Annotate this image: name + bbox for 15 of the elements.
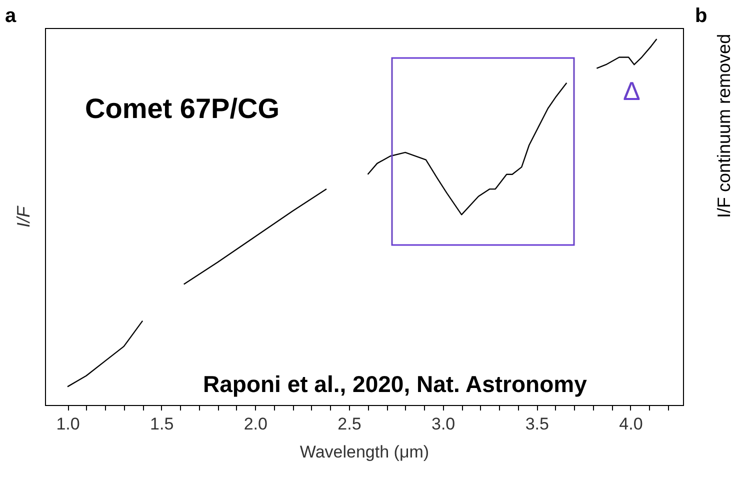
annotation: Raponi et al., 2020, Nat. Astronomy — [203, 371, 588, 397]
annotation: Δ — [623, 76, 640, 106]
text: a — [5, 5, 17, 27]
text: b — [695, 5, 708, 27]
x-tick-label: 1.0 — [56, 414, 80, 434]
x-tick-label: 2.0 — [244, 414, 268, 434]
x-tick-label: 3.0 — [431, 414, 456, 434]
y-axis-title: I/F — [14, 206, 34, 228]
x-axis-title: Wavelength (μm) — [300, 442, 430, 462]
annotation: Comet 67P/CG — [85, 93, 280, 124]
text: I/F continuum removed — [714, 34, 734, 218]
x-tick-label: 1.5 — [150, 414, 174, 434]
x-tick-label: 4.0 — [619, 414, 643, 434]
x-tick-label: 2.5 — [338, 414, 362, 434]
x-tick-label: 3.5 — [525, 414, 549, 434]
